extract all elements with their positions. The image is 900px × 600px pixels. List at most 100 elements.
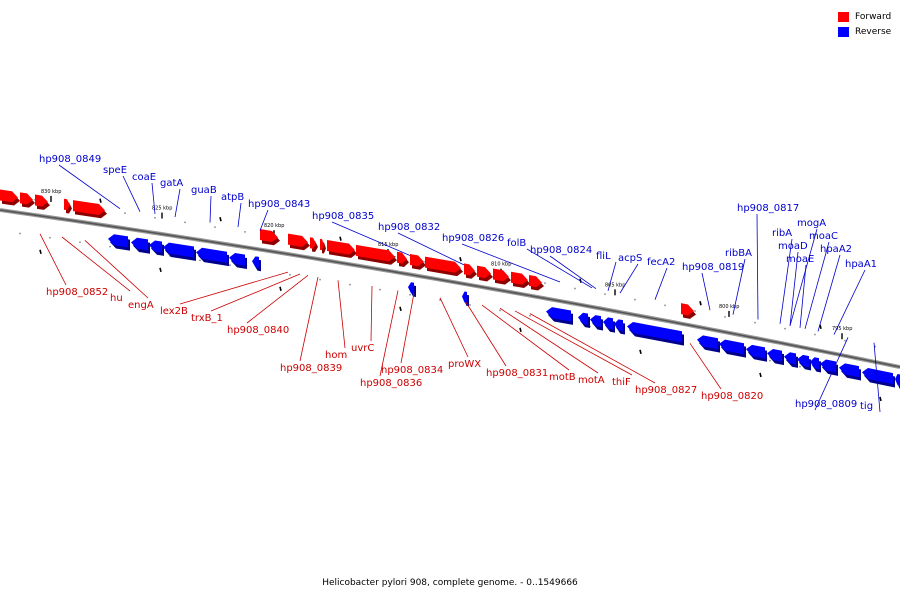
gene-label: moaE <box>786 254 814 265</box>
gene-label: coaE <box>132 172 156 183</box>
gene-callout-line <box>122 175 141 212</box>
gene-label: fliL <box>596 251 611 262</box>
gene-callout-line <box>400 293 415 364</box>
legend-forward: Forward <box>838 9 891 24</box>
gene-callout-line <box>58 164 121 209</box>
genome-caption: Helicobacter pylori 908, complete genome… <box>322 578 578 588</box>
scale-tick-major <box>519 327 522 333</box>
gene-arrow <box>697 335 718 350</box>
gene-callout-line <box>833 269 866 335</box>
gene-callout-line <box>619 263 639 294</box>
gene-label: gatA <box>160 178 183 189</box>
gene-label: mogA <box>797 218 826 229</box>
gene-label: speE <box>103 165 127 176</box>
gene-label: engA <box>128 300 154 311</box>
axis-tick-label: 820 kbp <box>264 223 284 229</box>
gene-label: hp908_0835 <box>312 211 374 222</box>
gene-label: hp908_0843 <box>248 199 310 210</box>
gene-callout-line <box>799 264 807 328</box>
gene-label: ribBA <box>725 248 752 259</box>
gene-callout-line <box>174 188 181 218</box>
gene-arrow <box>252 256 259 268</box>
gene-label: hp908_0849 <box>39 154 101 165</box>
gene-label: hom <box>325 350 347 361</box>
scale-tick-major <box>219 216 222 222</box>
scale-tick-major <box>159 267 162 272</box>
axis-tick-label: 825 kbp <box>152 206 172 212</box>
gene-label: hp908_0824 <box>530 245 592 256</box>
gene-arrow <box>356 244 395 262</box>
scale-tick-major <box>279 286 282 291</box>
gene-callout-line <box>39 233 67 286</box>
gene-callout-line <box>151 182 156 215</box>
gene-arrow <box>767 348 782 362</box>
gene-label: moaD <box>778 241 808 252</box>
forward-swatch <box>838 11 849 22</box>
gene-callout-line <box>379 290 399 377</box>
gene-arrow <box>578 312 588 325</box>
legend-reverse: Reverse <box>838 24 891 39</box>
gene-callout-line <box>210 273 301 312</box>
gene-arrow <box>288 233 308 247</box>
gene-arrow <box>546 307 571 322</box>
gene-label: folB <box>507 238 526 249</box>
gene-arrow <box>131 237 148 251</box>
gene-label: motA <box>578 375 605 386</box>
gene-callout-line <box>397 232 465 266</box>
axis-tick-label: 800 kbp <box>719 304 739 310</box>
gene-label: hp908_0809 <box>795 399 857 410</box>
scale-tick-major <box>759 372 762 378</box>
gene-arrow <box>839 363 859 378</box>
gene-label: atpB <box>221 192 244 203</box>
gene-callout-line <box>439 297 469 358</box>
gene-arrow <box>260 229 278 242</box>
gene-label: ribA <box>772 228 792 239</box>
gene-callout-line <box>481 304 570 371</box>
gene-callout-line <box>817 254 841 332</box>
axis-tick-label: 830 kbp <box>41 189 61 195</box>
gene-label: uvrC <box>351 343 374 354</box>
scale-tick-major <box>639 349 642 355</box>
gene-arrow <box>462 291 467 303</box>
gene-arrow <box>895 374 900 386</box>
gene-arrow <box>627 322 682 343</box>
gene-arrow <box>310 237 316 249</box>
gene-callout-line <box>789 228 818 326</box>
gene-label: hpaA1 <box>845 259 877 270</box>
gene-label: proWX <box>448 359 481 370</box>
gene-label: guaB <box>191 185 217 196</box>
gene-arrow <box>0 189 18 203</box>
genome-backbone <box>0 209 900 368</box>
gene-label: fecA2 <box>647 257 675 268</box>
gene-callout-line <box>237 202 242 228</box>
gene-label: hp908_0826 <box>442 233 504 244</box>
gene-callout-line <box>209 195 212 223</box>
gene-label: hp908_0832 <box>378 222 440 233</box>
gene-callout-line <box>701 272 711 311</box>
gene-label: hp908_0820 <box>701 391 763 402</box>
gene-arrow <box>397 251 407 264</box>
gene-label: hpaA2 <box>820 244 852 255</box>
gene-arrow <box>529 274 542 288</box>
gene-arrow <box>163 242 194 258</box>
gene-arrow <box>425 256 461 273</box>
gene-callout-line <box>804 241 830 329</box>
gene-label: moaC <box>809 231 838 242</box>
gene-label: hp908_0827 <box>635 385 697 396</box>
gene-arrow <box>410 254 424 267</box>
gene-arrow <box>320 238 324 251</box>
gene-arrow <box>746 344 765 359</box>
gene-callout-line <box>179 271 289 305</box>
gene-callout-line <box>756 213 759 320</box>
gene-callout-line <box>499 307 599 374</box>
gene-arrow <box>73 200 105 215</box>
gene-arrow <box>149 240 162 253</box>
legend-forward-label: Forward <box>855 11 892 22</box>
axis-tick-label: 815 kbp <box>378 242 398 248</box>
gene-callout-line <box>549 255 597 289</box>
scale-tick-major <box>39 249 42 254</box>
gene-arrow <box>229 253 245 266</box>
gene-callout-line <box>732 258 746 315</box>
gene-label: lex2B <box>160 306 188 317</box>
